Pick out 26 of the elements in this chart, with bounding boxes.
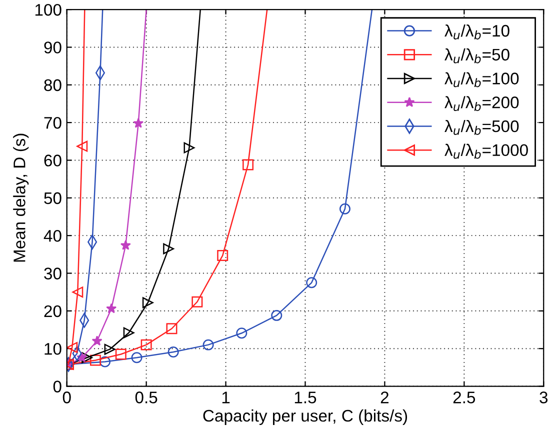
legend-label: λ$_{u}$/λ$_{b}$=100 [444,72,519,88]
legend-label: λ$_{u}$/λ$_{b}$=50 [444,48,510,64]
x-axis-title: Capacity per user, C (bits/s) [203,409,408,425]
x-tick-label: 1 [222,392,230,404]
x-tick-label: 0 [62,392,71,404]
x-tick-label: 0.5 [135,392,158,404]
x-tick-label: 1.5 [294,392,316,404]
x-tick-label: 2.5 [453,392,476,404]
y-tick-label: 90 [44,42,62,54]
y-tick-label: 20 [44,305,62,318]
y-tick-label: 50 [44,192,62,204]
y-axis-title: Mean delay, D (s) [13,134,29,262]
y-tick-label: 80 [44,79,62,92]
legend-label: λ$_{u}$/λ$_{b}$=10 [444,24,510,40]
legend-label: λ$_{u}$/λ$_{b}$=200 [444,96,519,112]
y-tick-label: 10 [44,342,62,355]
x-tick-label: 2 [380,392,388,404]
legend-label: λ$_{u}$/λ$_{b}$=500 [444,120,519,135]
y-tick-label: 40 [44,230,62,242]
y-tick-label: 60 [44,154,62,166]
legend-label: λ$_{u}$/λ$_{b}$=1000 [444,144,528,159]
x-tick-label: 3 [540,392,548,404]
y-tick-label: 30 [44,268,62,280]
y-tick-label: 0 [53,380,62,392]
y-tick-label: 100 [35,4,62,16]
y-tick-label: 70 [44,116,62,129]
